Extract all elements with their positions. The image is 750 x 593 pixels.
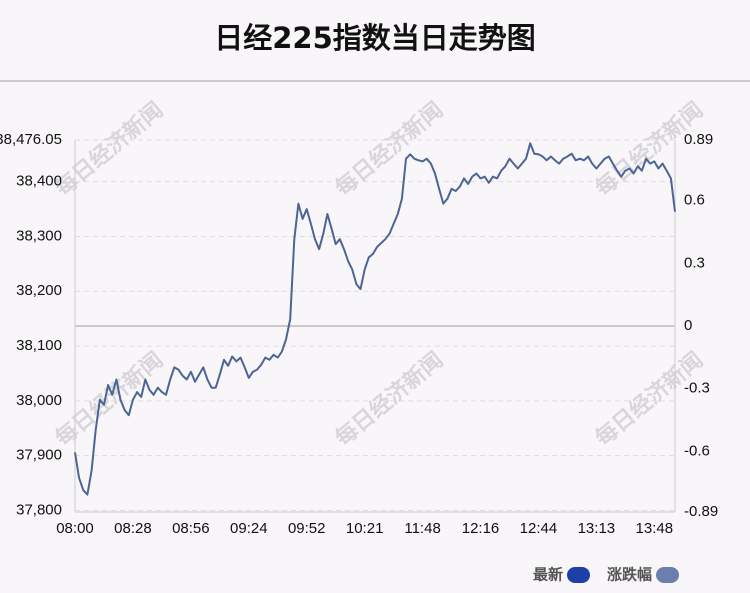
- x-tick-label: 11:48: [404, 520, 440, 537]
- watermark: 每日经济新闻: [330, 97, 448, 202]
- x-tick-label: 13:13: [578, 520, 616, 537]
- legend-label: 最新: [533, 566, 563, 584]
- y2-tick-label: 0.89: [684, 131, 713, 148]
- y2-tick-label: -0.89: [684, 503, 718, 520]
- legend-swatch: [567, 567, 591, 583]
- watermark: 每日经济新闻: [50, 97, 168, 202]
- watermark: 每日经济新闻: [590, 347, 708, 452]
- y2-tick-label: -0.6: [684, 442, 710, 459]
- x-tick-label: 13:48: [636, 520, 674, 537]
- y-tick-label: 38,200: [16, 282, 62, 299]
- y-tick-label: 38,476.05: [0, 131, 62, 148]
- legend-swatch: [656, 567, 680, 583]
- y-tick-label: 38,300: [16, 227, 62, 244]
- y-tick-label: 38,100: [16, 337, 62, 354]
- y-tick-label: 37,800: [16, 501, 62, 518]
- x-tick-label: 09:52: [288, 520, 326, 537]
- x-tick-label: 09:24: [230, 520, 268, 537]
- chart-title: 日经225指数当日走势图: [214, 21, 536, 55]
- x-tick-label: 12:44: [520, 520, 558, 537]
- x-tick-label: 08:56: [172, 520, 210, 537]
- x-tick-label: 12:16: [462, 520, 500, 537]
- x-tick-label: 08:00: [56, 520, 94, 537]
- x-tick-label: 10:21: [346, 520, 384, 537]
- y2-tick-label: -0.3: [684, 380, 710, 397]
- watermark: 每日经济新闻: [50, 347, 168, 452]
- watermark: 每日经济新闻: [330, 347, 448, 452]
- legend-label: 涨跌幅: [607, 566, 652, 584]
- price-line: [74, 142, 676, 496]
- y-tick-label: 38,000: [16, 392, 62, 409]
- y-tick-label: 37,900: [16, 447, 62, 464]
- y2-tick-label: 0.6: [684, 192, 705, 209]
- y-tick-label: 38,400: [16, 173, 62, 190]
- watermark: 每日经济新闻: [590, 97, 708, 202]
- x-tick-label: 08:28: [114, 520, 152, 537]
- y2-tick-label: 0: [684, 317, 692, 334]
- y2-tick-label: 0.3: [684, 254, 705, 271]
